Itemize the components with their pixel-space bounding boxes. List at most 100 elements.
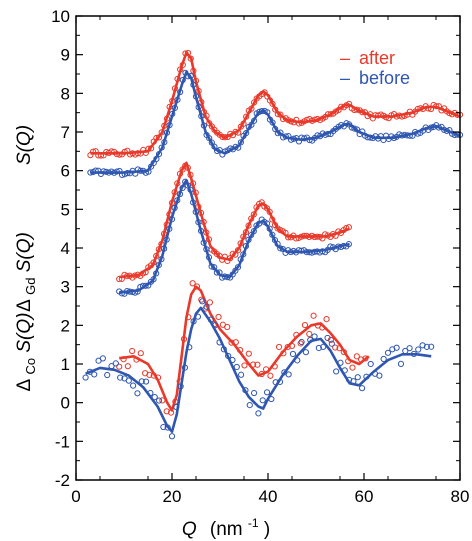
data-point: [142, 378, 150, 385]
data-point: [206, 299, 214, 306]
data-point: [301, 321, 309, 329]
data-point: [351, 125, 358, 132]
legend: – after – before: [340, 48, 410, 88]
legend-entry-after: – after: [340, 48, 395, 68]
series-before-1: [87, 69, 464, 179]
x-axis-unit-close: ): [264, 519, 270, 540]
data-point: [328, 340, 335, 347]
series-after-0: [87, 49, 464, 159]
data-point: [315, 344, 322, 352]
data-point: [233, 363, 240, 371]
data-point: [82, 374, 89, 381]
data-point: [393, 344, 400, 351]
data-point: [415, 346, 422, 353]
y-tick-label: 6: [61, 162, 70, 181]
y-tick-label: -1: [55, 432, 70, 451]
series-before-5: [82, 298, 435, 440]
data-point: [99, 355, 106, 362]
data-point: [246, 402, 253, 409]
data-point: [245, 350, 252, 357]
y-tick-label: 1: [61, 355, 70, 374]
data-point: [129, 347, 136, 355]
y-tick-label: 9: [61, 46, 70, 65]
data-point: [310, 312, 317, 319]
row-label-gd-sub: Gd: [23, 278, 38, 295]
data-point: [117, 374, 124, 381]
data-point: [284, 343, 291, 351]
series-line-after: [119, 285, 370, 412]
data-point: [199, 298, 206, 305]
series-line-before: [85, 306, 432, 433]
y-tick-label: 0: [61, 394, 70, 413]
data-point: [397, 360, 405, 367]
data-point: [259, 397, 266, 404]
data-point: [234, 264, 242, 271]
row-label-co-sub: Co: [23, 358, 38, 375]
x-tick-label: 0: [71, 487, 80, 506]
data-point: [298, 338, 305, 346]
data-point: [267, 372, 274, 379]
data-point: [241, 362, 248, 369]
data-point: [124, 363, 131, 370]
legend-dash-after: –: [340, 48, 350, 68]
row-label-co: Δ Co S(Q): [14, 313, 40, 392]
series-after-4: [116, 280, 370, 416]
data-point: [358, 385, 366, 392]
data-point: [203, 303, 210, 310]
data-point: [353, 353, 360, 360]
data-point: [367, 360, 374, 368]
data-point: [215, 313, 222, 321]
data-point: [116, 363, 123, 370]
series-line-after: [119, 161, 351, 279]
data-point: [104, 371, 111, 379]
y-tick-label: 10: [51, 7, 70, 26]
y-tick-label: -2: [55, 471, 70, 490]
y-tick-label: 3: [61, 278, 70, 297]
x-axis-title: Q (nm -1 ): [182, 511, 270, 540]
row-label-gd-prefix: Δ: [14, 299, 35, 312]
data-point: [137, 350, 144, 357]
data-point: [255, 410, 262, 417]
data-point: [406, 345, 413, 352]
series-line-before: [90, 70, 461, 174]
x-tick-label: 40: [259, 487, 278, 506]
data-point: [384, 349, 392, 356]
y-tick-label: 2: [61, 316, 70, 335]
row-label-co-main: S(Q): [14, 313, 35, 353]
data-marks: [82, 49, 464, 440]
data-point: [168, 433, 176, 440]
x-tick-label: 60: [355, 487, 374, 506]
data-point: [224, 323, 231, 331]
data-point: [324, 334, 331, 342]
data-point: [118, 290, 125, 297]
data-point: [254, 361, 261, 368]
data-point: [130, 382, 137, 389]
data-point: [146, 371, 153, 379]
data-point: [238, 371, 245, 378]
x-tick-label: 20: [163, 487, 182, 506]
data-point: [423, 343, 430, 350]
legend-label-before: before: [359, 68, 410, 88]
data-point: [297, 340, 304, 347]
data-point: [91, 371, 98, 378]
data-point: [333, 368, 340, 375]
ticks: 0 20 40 60 80 -2 -1 0 1 2 3 4 5 6 7 8 9 10: [51, 7, 469, 506]
data-point: [125, 377, 132, 384]
row-label-sq-main: S(Q): [14, 125, 35, 165]
data-point: [160, 423, 167, 431]
data-point: [155, 397, 163, 404]
data-point: [302, 349, 310, 356]
data-point: [250, 389, 258, 397]
y-tick-label: 7: [61, 123, 70, 142]
data-point: [285, 371, 292, 378]
legend-entry-before: – before: [340, 68, 410, 88]
data-point: [354, 374, 361, 381]
data-point: [380, 355, 387, 363]
x-axis-variable: Q: [182, 519, 197, 540]
y-tick-label: 8: [61, 84, 70, 103]
series-after-2: [116, 161, 352, 283]
row-label-gd-main: S(Q): [14, 232, 35, 272]
data-point: [349, 364, 356, 371]
data-point: [112, 360, 119, 367]
data-point: [138, 378, 145, 385]
